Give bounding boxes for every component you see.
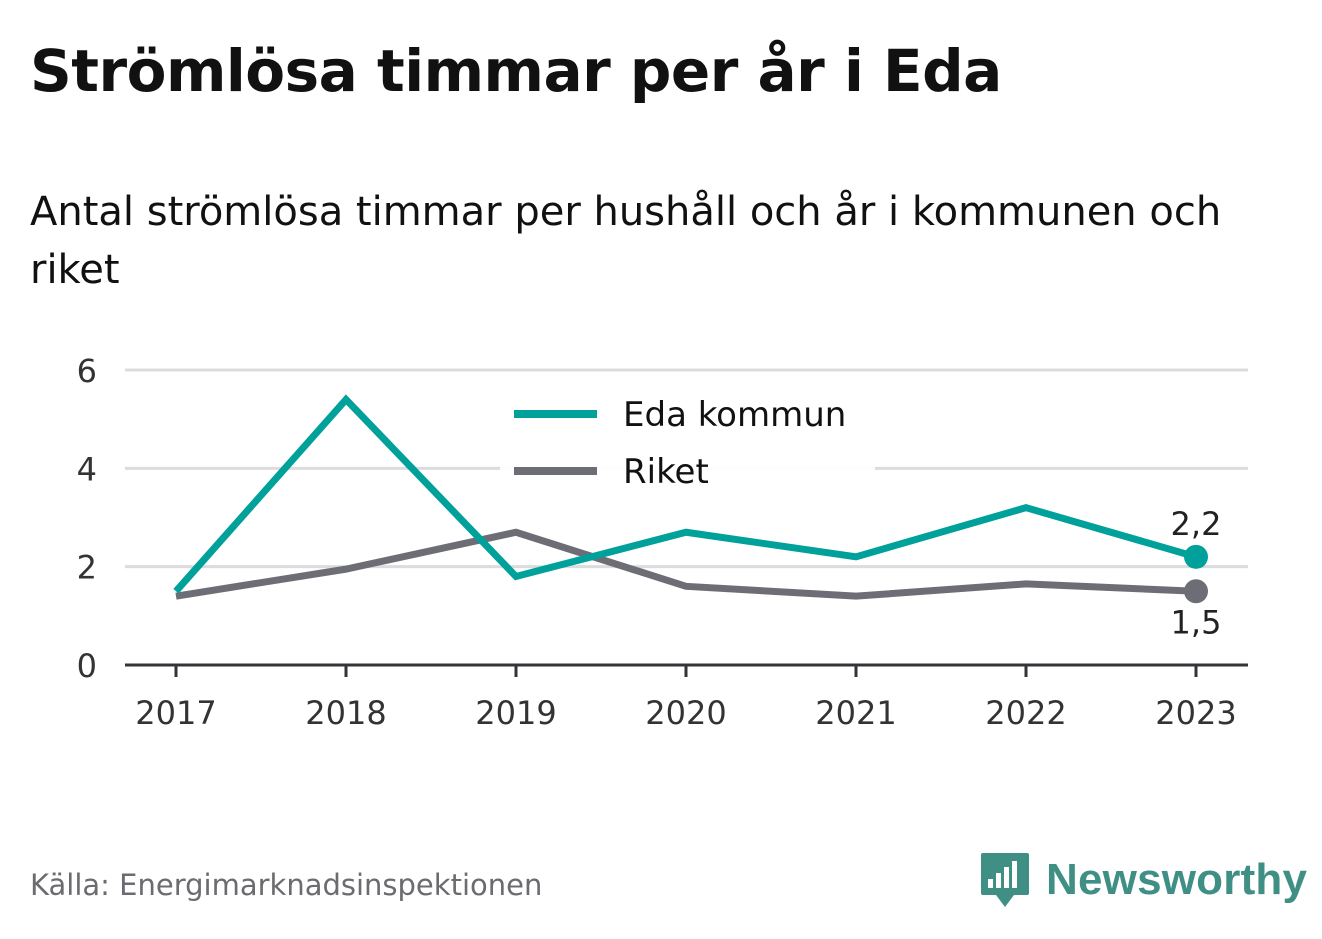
series-line-riket <box>175 528 1197 600</box>
bar-chart-speech-bubble-icon <box>981 853 1029 907</box>
series-lines <box>173 394 1208 604</box>
line-chart: 0 2 4 6 2017 2018 2019 2020 2021 2022 2023 Eda ko… <box>77 352 1248 732</box>
x-axis-tick-labels: 2017 2018 2019 2020 2021 2022 2023 <box>135 694 1236 732</box>
series-end-point-eda-kommun <box>1184 544 1208 569</box>
legend-background <box>500 388 875 503</box>
chart-title: Strömlösa timmar per år i Eda <box>30 37 1002 105</box>
x-tick-label-2018: 2018 <box>305 694 386 732</box>
series-end-point-riket <box>1184 579 1208 604</box>
y-tick-label-2: 2 <box>77 549 97 587</box>
x-tick-label-2020: 2020 <box>645 694 726 732</box>
brand-name: Newsworthy <box>1046 855 1308 904</box>
y-tick-label-6: 6 <box>77 352 97 390</box>
y-tick-label-0: 0 <box>77 647 97 685</box>
x-tick-label-2023: 2023 <box>1155 694 1236 732</box>
x-axis <box>125 663 1248 677</box>
series-line-eda-kommun <box>173 394 1197 594</box>
legend-label-riket: Riket <box>623 452 709 492</box>
x-tick-label-2019: 2019 <box>475 694 556 732</box>
brand-logo: Newsworthy <box>980 850 1307 910</box>
x-tick-label-2021: 2021 <box>815 694 896 732</box>
y-tick-label-4: 4 <box>77 450 97 488</box>
legend: Eda kommun Riket <box>500 388 875 503</box>
y-axis-tick-labels: 0 2 4 6 <box>77 352 97 685</box>
end-labels: 2,2 1,5 <box>1171 505 1222 641</box>
end-label-eda-kommun: 2,2 <box>1171 505 1222 543</box>
end-label-riket: 1,5 <box>1171 603 1222 641</box>
chart-subtitle: Antal strömlösa timmar per hushåll och å… <box>30 189 1222 293</box>
source-note: Källa: Energimarknadsinspektionen <box>30 868 543 902</box>
x-tick-label-2017: 2017 <box>135 694 216 732</box>
legend-label-eda-kommun: Eda kommun <box>623 395 846 435</box>
x-tick-label-2022: 2022 <box>985 694 1066 732</box>
